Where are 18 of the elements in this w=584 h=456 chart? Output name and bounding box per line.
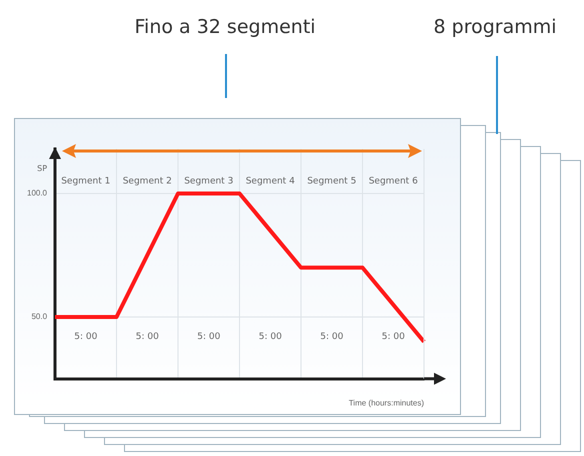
annotation: Segment 1 [61,176,110,186]
annotation: 5: 00 [258,332,282,342]
annotation: 5: 00 [197,332,221,342]
annotation: Segment 6 [368,176,418,186]
annotation: 5: 00 [382,332,406,342]
annotation: Segment 5 [307,176,356,186]
x-axis-title: Time (hours:minutes) [348,398,424,408]
text: Fino a 32 segmenti [134,16,316,38]
annotation: 5: 00 [136,332,160,342]
annotation: Segment 2 [122,176,172,186]
annotation: 5: 00 [74,332,98,342]
y-tick-label: 50.0 [31,312,48,322]
text: 8 programmi [434,16,557,38]
annotation: Segment 4 [246,176,296,186]
annotation: 5: 00 [320,332,344,342]
y-axis-title: SP [37,164,48,173]
annotation: Segment 3 [184,176,234,186]
y-tick-label: 100.0 [26,188,48,198]
